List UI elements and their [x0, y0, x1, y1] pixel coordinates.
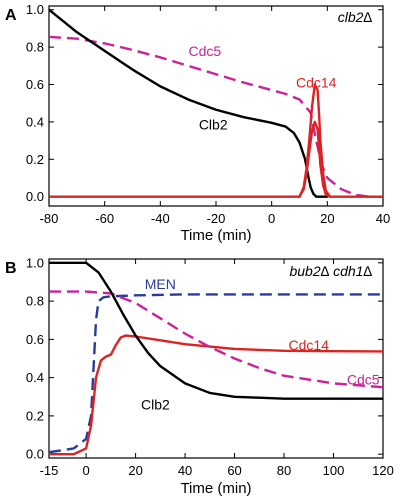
series-line-cdc5 [49, 290, 383, 389]
y-tick-label: 0.4 [26, 370, 44, 385]
y-tick-label: 0.8 [26, 40, 44, 55]
series-label-cdc5: Cdc5 [347, 372, 380, 388]
panel-a: -80 -60 -40 -20 0 20 40 0.0 0.2 0.4 0.6 0.8 1.0 Cdc5 C… [5, 2, 390, 244]
panel-b: -15 0 20 40 60 80 100 120 0.0 0.2 0.4 0.6 0.8 1.0 MEN C… [5, 255, 394, 497]
series-line-cdc5 [49, 35, 383, 198]
y-tick-label: 0.2 [26, 152, 44, 167]
series-label-cdc5: Cdc5 [189, 43, 222, 59]
x-tick-label: 40 [376, 211, 390, 226]
x-tick-label: 120 [372, 463, 394, 478]
series-label-men: MEN [145, 276, 176, 292]
y-tick-label: 0.4 [26, 114, 44, 129]
series-label-clb2: Clb2 [199, 117, 228, 133]
x-tick-label: 20 [128, 463, 142, 478]
y-tick-label: 0.2 [26, 408, 44, 423]
x-tick-label: 60 [227, 463, 241, 478]
y-tick-label: 0.8 [26, 294, 44, 309]
x-tick-label: -60 [95, 211, 114, 226]
series-line-clb2 [49, 261, 383, 400]
x-tick-label: -20 [207, 211, 226, 226]
strain-label: clb2∆ [338, 9, 373, 25]
x-tick-label: -80 [40, 211, 59, 226]
y-tick-label: 0.6 [26, 77, 44, 92]
x-tick-label: 20 [320, 211, 334, 226]
series-label-clb2: Clb2 [141, 396, 170, 412]
series-line-cdc14 [49, 83, 383, 198]
x-tick-label: 0 [82, 463, 89, 478]
panel-letter: A [5, 7, 17, 24]
x-axis-title: Time (min) [180, 480, 251, 497]
x-tick-label: -40 [151, 211, 170, 226]
x-tick-label: 80 [277, 463, 291, 478]
plot-frame [48, 258, 384, 459]
series-line-men [49, 293, 383, 454]
y-tick-label: 0.0 [26, 189, 44, 204]
panel-letter: B [5, 260, 17, 277]
x-tick-label: -15 [40, 463, 59, 478]
series-line-cdc14 [49, 334, 383, 456]
y-tick-label: 0.6 [26, 332, 44, 347]
x-tick-label: 100 [323, 463, 345, 478]
x-tick-label: 40 [178, 463, 192, 478]
x-axis-title: Time (min) [180, 227, 251, 244]
strain-label: bub2∆ cdh1∆ [289, 263, 372, 279]
y-tick-label: 0.0 [26, 447, 44, 462]
series-label-cdc14: Cdc14 [296, 75, 337, 91]
plot-frame [48, 5, 384, 207]
y-tick-label: 1.0 [26, 2, 44, 17]
y-tick-label: 1.0 [26, 255, 44, 270]
series-line-cdc14-secondary [298, 120, 332, 198]
x-tick-label: 0 [268, 211, 275, 226]
series-line-clb2 [49, 8, 329, 198]
series-label-cdc14: Cdc14 [289, 337, 330, 353]
